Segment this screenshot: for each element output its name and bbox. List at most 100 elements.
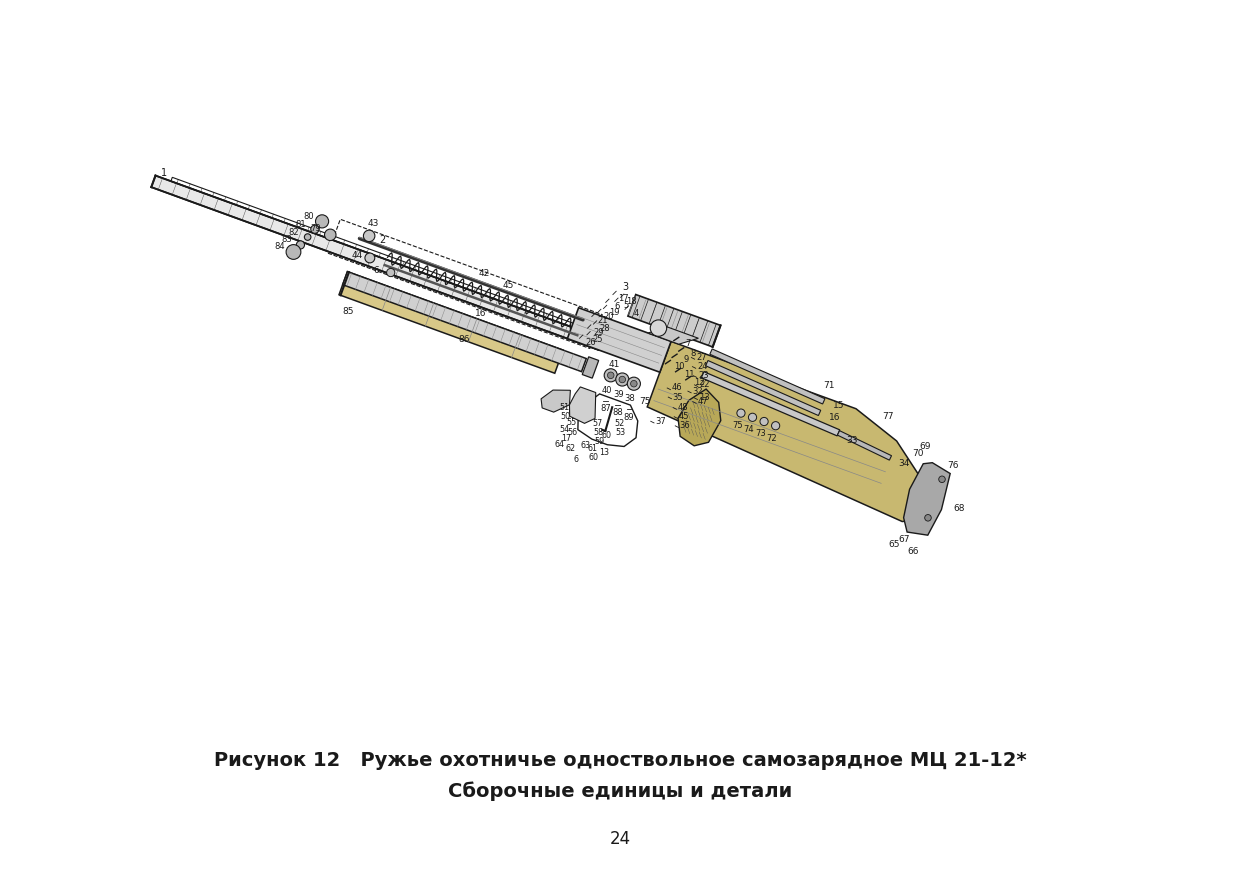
Text: 61: 61: [588, 444, 598, 453]
Text: 18: 18: [626, 297, 637, 306]
Circle shape: [771, 421, 780, 430]
Text: 72: 72: [766, 434, 777, 443]
Polygon shape: [837, 431, 892, 460]
Text: 38: 38: [625, 394, 635, 403]
Text: 17: 17: [619, 295, 629, 303]
Circle shape: [939, 476, 945, 482]
Text: 43: 43: [367, 219, 379, 228]
Text: 40: 40: [601, 385, 613, 395]
Text: 16: 16: [830, 413, 841, 422]
Text: 27: 27: [696, 353, 707, 362]
Text: 41: 41: [609, 360, 620, 369]
Text: 57: 57: [593, 420, 603, 428]
Text: 64: 64: [554, 440, 564, 449]
Text: 28: 28: [599, 323, 610, 333]
Text: 58: 58: [594, 428, 604, 437]
Text: 46: 46: [672, 384, 682, 392]
Text: 55: 55: [567, 419, 577, 427]
Text: 50: 50: [560, 412, 570, 421]
Circle shape: [311, 225, 319, 233]
Text: 76: 76: [947, 461, 959, 470]
Text: 19: 19: [609, 309, 620, 317]
Polygon shape: [904, 462, 950, 535]
Text: 17: 17: [560, 434, 570, 443]
Text: 37: 37: [655, 417, 666, 426]
Text: 6: 6: [614, 302, 619, 311]
Text: 10: 10: [675, 362, 684, 371]
Text: 69: 69: [919, 442, 931, 451]
Text: 74: 74: [744, 426, 754, 434]
Polygon shape: [583, 357, 599, 378]
Text: 9: 9: [683, 356, 688, 364]
Circle shape: [619, 376, 625, 383]
Text: 75: 75: [639, 397, 651, 406]
Polygon shape: [151, 176, 603, 350]
Text: 84: 84: [274, 242, 285, 252]
Text: 4: 4: [634, 309, 639, 318]
Text: 1: 1: [161, 168, 167, 178]
Circle shape: [631, 380, 637, 387]
Text: 60: 60: [589, 453, 599, 461]
Text: 2: 2: [379, 235, 386, 246]
Text: 52: 52: [615, 419, 625, 427]
Polygon shape: [678, 389, 720, 446]
Text: 34: 34: [898, 459, 910, 468]
Text: 33: 33: [846, 436, 858, 445]
Text: 11: 11: [684, 370, 694, 378]
Circle shape: [325, 229, 336, 240]
Text: 29: 29: [593, 328, 604, 336]
Text: 79: 79: [310, 224, 321, 232]
Text: 26: 26: [585, 338, 595, 347]
Text: 45: 45: [678, 413, 689, 421]
Circle shape: [608, 372, 614, 378]
Circle shape: [650, 320, 667, 336]
Circle shape: [737, 409, 745, 417]
Text: 68: 68: [954, 503, 965, 512]
Text: 60: 60: [601, 431, 611, 440]
Polygon shape: [647, 342, 929, 522]
Text: Сборочные единицы и детали: Сборочные единицы и детали: [448, 781, 792, 801]
Text: 54: 54: [559, 425, 570, 434]
Text: 66: 66: [908, 547, 919, 556]
Text: 13: 13: [599, 448, 610, 457]
Text: 51: 51: [559, 403, 569, 412]
Text: 73: 73: [755, 429, 766, 439]
Text: 35: 35: [673, 392, 683, 402]
Text: 83: 83: [281, 235, 291, 245]
Text: 75: 75: [732, 421, 743, 430]
Text: 48: 48: [678, 403, 688, 413]
Text: 59: 59: [594, 437, 605, 447]
Circle shape: [365, 253, 374, 263]
Circle shape: [616, 373, 629, 386]
Circle shape: [296, 241, 305, 249]
Text: 12: 12: [694, 378, 706, 387]
Text: 13: 13: [698, 393, 709, 402]
Text: Рисунок 12   Ружье охотничье одноствольное самозарядное МЦ 21-12*: Рисунок 12 Ружье охотничье одноствольное…: [213, 751, 1027, 770]
Circle shape: [304, 233, 311, 240]
Polygon shape: [342, 272, 587, 371]
Circle shape: [604, 369, 618, 382]
Text: 67: 67: [899, 535, 910, 545]
Text: 47: 47: [697, 397, 708, 406]
Text: 32: 32: [692, 386, 703, 396]
Text: 24: 24: [609, 830, 631, 848]
Text: 45: 45: [502, 281, 513, 290]
Text: 25: 25: [593, 335, 603, 343]
Text: 16: 16: [475, 309, 486, 318]
Circle shape: [387, 268, 394, 277]
Text: 56: 56: [568, 427, 578, 437]
Circle shape: [749, 413, 756, 421]
Text: 77: 77: [883, 412, 894, 420]
Polygon shape: [569, 387, 595, 423]
Text: 44: 44: [352, 251, 363, 260]
Text: 6: 6: [373, 266, 379, 274]
Text: 65: 65: [888, 540, 899, 549]
Text: 22: 22: [699, 380, 709, 389]
Text: 21: 21: [598, 316, 608, 325]
Polygon shape: [649, 327, 698, 344]
Text: 82: 82: [289, 227, 299, 237]
Text: 62: 62: [565, 444, 575, 454]
Polygon shape: [568, 308, 671, 372]
Circle shape: [627, 378, 640, 391]
Text: 36: 36: [680, 421, 691, 430]
